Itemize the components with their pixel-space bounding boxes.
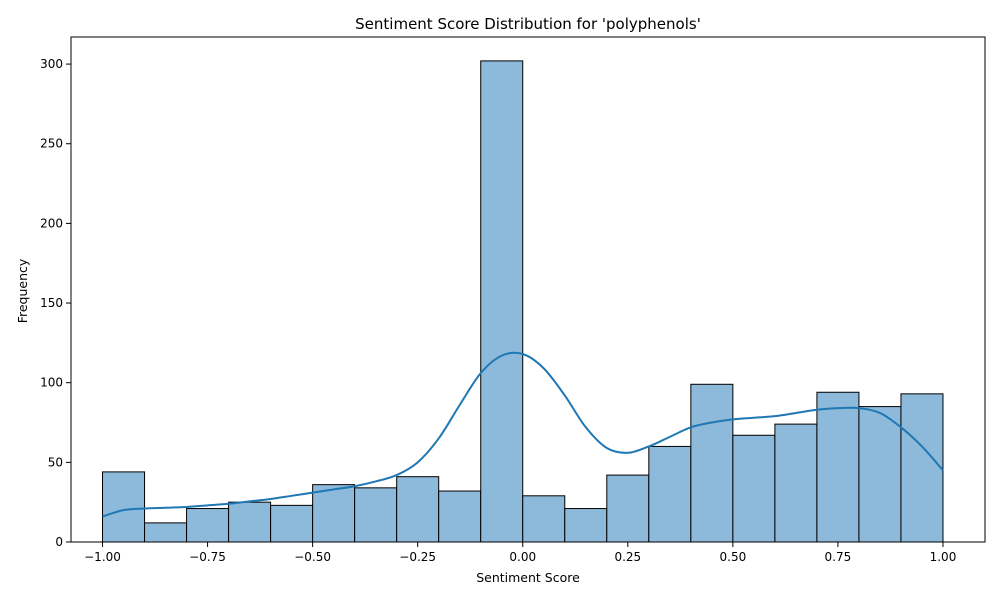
x-tick-label: −1.00	[84, 550, 121, 564]
x-axis-ticks: −1.00 −0.75 −0.50 −0.25 0.00 0.25 0.50 0.75 1.00	[84, 542, 956, 564]
histogram-bar	[312, 484, 356, 543]
histogram-bar	[438, 490, 482, 543]
y-axis-ticks: 0 50 100 150 200 250 300	[40, 57, 71, 549]
x-tick-label: −0.50	[294, 550, 331, 564]
histogram-bar	[480, 60, 524, 543]
y-tick-label: 150	[40, 296, 63, 310]
histogram-bar	[270, 504, 314, 543]
histogram-bar	[900, 393, 944, 543]
x-tick-label: 0.00	[509, 550, 536, 564]
histogram-bar	[858, 406, 902, 543]
histogram-bar	[144, 522, 188, 543]
histogram-bar	[606, 474, 650, 543]
y-axis-label: Frequency	[15, 258, 30, 323]
histogram-bar	[522, 495, 566, 543]
x-tick-label: 0.25	[614, 550, 641, 564]
histogram-bar	[690, 383, 734, 543]
kde-line	[102, 351, 944, 518]
histogram-bar	[396, 476, 440, 543]
histogram-bar	[816, 391, 860, 543]
y-tick-label: 0	[55, 535, 63, 549]
x-tick-label: −0.25	[399, 550, 436, 564]
y-tick-label: 200	[40, 216, 63, 230]
y-tick-label: 50	[48, 455, 63, 469]
histogram-bar	[774, 423, 818, 543]
x-tick-label: 1.00	[930, 550, 957, 564]
histogram-bar	[732, 434, 776, 543]
histogram-bar	[648, 445, 692, 543]
plot-frame	[70, 36, 986, 543]
histogram-bars	[102, 60, 944, 543]
histogram-bar	[186, 508, 230, 543]
y-tick-label: 250	[40, 137, 63, 151]
kde-curve-group	[102, 351, 944, 518]
x-tick-label: 0.50	[720, 550, 747, 564]
y-tick-label: 100	[40, 376, 63, 390]
histogram-bar	[354, 487, 398, 543]
histogram-bar	[102, 471, 146, 543]
histogram-bar	[228, 501, 272, 543]
x-tick-label: −0.75	[189, 550, 226, 564]
x-axis-label: Sentiment Score	[476, 570, 580, 585]
y-tick-label: 300	[40, 57, 63, 71]
x-tick-label: 0.75	[825, 550, 852, 564]
chart-title: Sentiment Score Distribution for 'polyph…	[355, 15, 701, 33]
histogram-bar	[564, 508, 608, 543]
